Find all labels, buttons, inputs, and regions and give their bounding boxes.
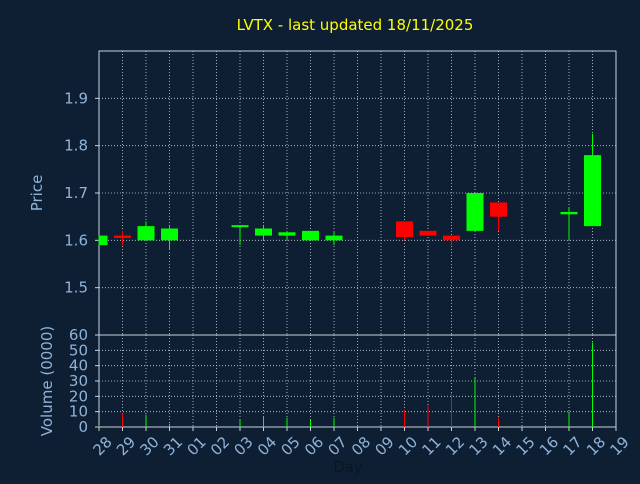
- volume-panel: 0102030405060282930310102030405060708091…: [69, 326, 633, 459]
- candle-body: [255, 228, 272, 236]
- x-tick-label: 06: [301, 433, 327, 459]
- x-tick-label: 28: [90, 433, 116, 459]
- x-tick-label: 12: [442, 433, 468, 459]
- x-tick-label: 14: [489, 433, 515, 459]
- volume-tick-label: 10: [69, 403, 88, 421]
- x-tick-label: 30: [137, 433, 163, 459]
- candle-body: [161, 228, 178, 241]
- chart-title: LVTX - last updated 18/11/2025: [237, 16, 474, 34]
- x-tick-label: 16: [536, 433, 562, 459]
- x-tick-label: 29: [113, 433, 139, 459]
- x-tick-label: 07: [325, 433, 351, 459]
- price-panel: 1.5 1.6 1.7 1.8 1.9: [64, 50, 617, 336]
- price-tick-label: 1.5: [64, 279, 88, 297]
- candle-body: [325, 235, 343, 241]
- candle-body: [396, 221, 413, 238]
- candle-body: [466, 193, 484, 231]
- x-tick-label: 31: [160, 433, 186, 459]
- candle-body: [560, 211, 578, 215]
- volume-tick-label: 40: [69, 357, 88, 375]
- candle-body: [137, 226, 155, 241]
- x-tick-label: 18: [583, 433, 609, 459]
- x-tick-label: 17: [560, 433, 586, 459]
- candle-body: [419, 230, 437, 236]
- x-tick-label: 10: [395, 433, 421, 459]
- price-axis-label: Price: [28, 175, 46, 212]
- x-tick-label: 03: [231, 433, 257, 459]
- candle-body: [99, 235, 108, 246]
- candle-body: [231, 225, 249, 228]
- x-tick-label: 01: [184, 433, 210, 459]
- price-tick-label: 1.9: [64, 89, 88, 107]
- price-tick-label: 1.6: [64, 231, 88, 249]
- x-axis-label: Day: [333, 458, 363, 476]
- x-tick-label: 05: [278, 433, 304, 459]
- candle-body: [114, 235, 131, 238]
- price-tick-label: 1.8: [64, 137, 88, 155]
- x-tick-label: 08: [348, 433, 374, 459]
- x-tick-label: 13: [466, 433, 492, 459]
- candle-body: [584, 155, 601, 227]
- volume-axis-label: Volume (0000): [38, 326, 56, 436]
- x-tick-label: 19: [607, 433, 633, 459]
- x-tick-label: 11: [419, 433, 445, 459]
- volume-tick-label: 0: [78, 418, 88, 436]
- candle-body: [490, 202, 507, 217]
- x-tick-label: 09: [372, 433, 398, 459]
- volume-tick-label: 60: [69, 326, 88, 344]
- x-tick-label: 04: [254, 433, 280, 459]
- candle-body: [278, 232, 296, 236]
- x-tick-label: 15: [513, 433, 539, 459]
- candle-body: [302, 230, 319, 241]
- volume-tick-label: 20: [69, 387, 88, 405]
- volume-tick-label: 30: [69, 372, 88, 390]
- volume-tick-label: 50: [69, 341, 88, 359]
- candle-body: [443, 235, 460, 241]
- price-tick-label: 1.7: [64, 184, 88, 202]
- x-tick-label: 02: [207, 433, 233, 459]
